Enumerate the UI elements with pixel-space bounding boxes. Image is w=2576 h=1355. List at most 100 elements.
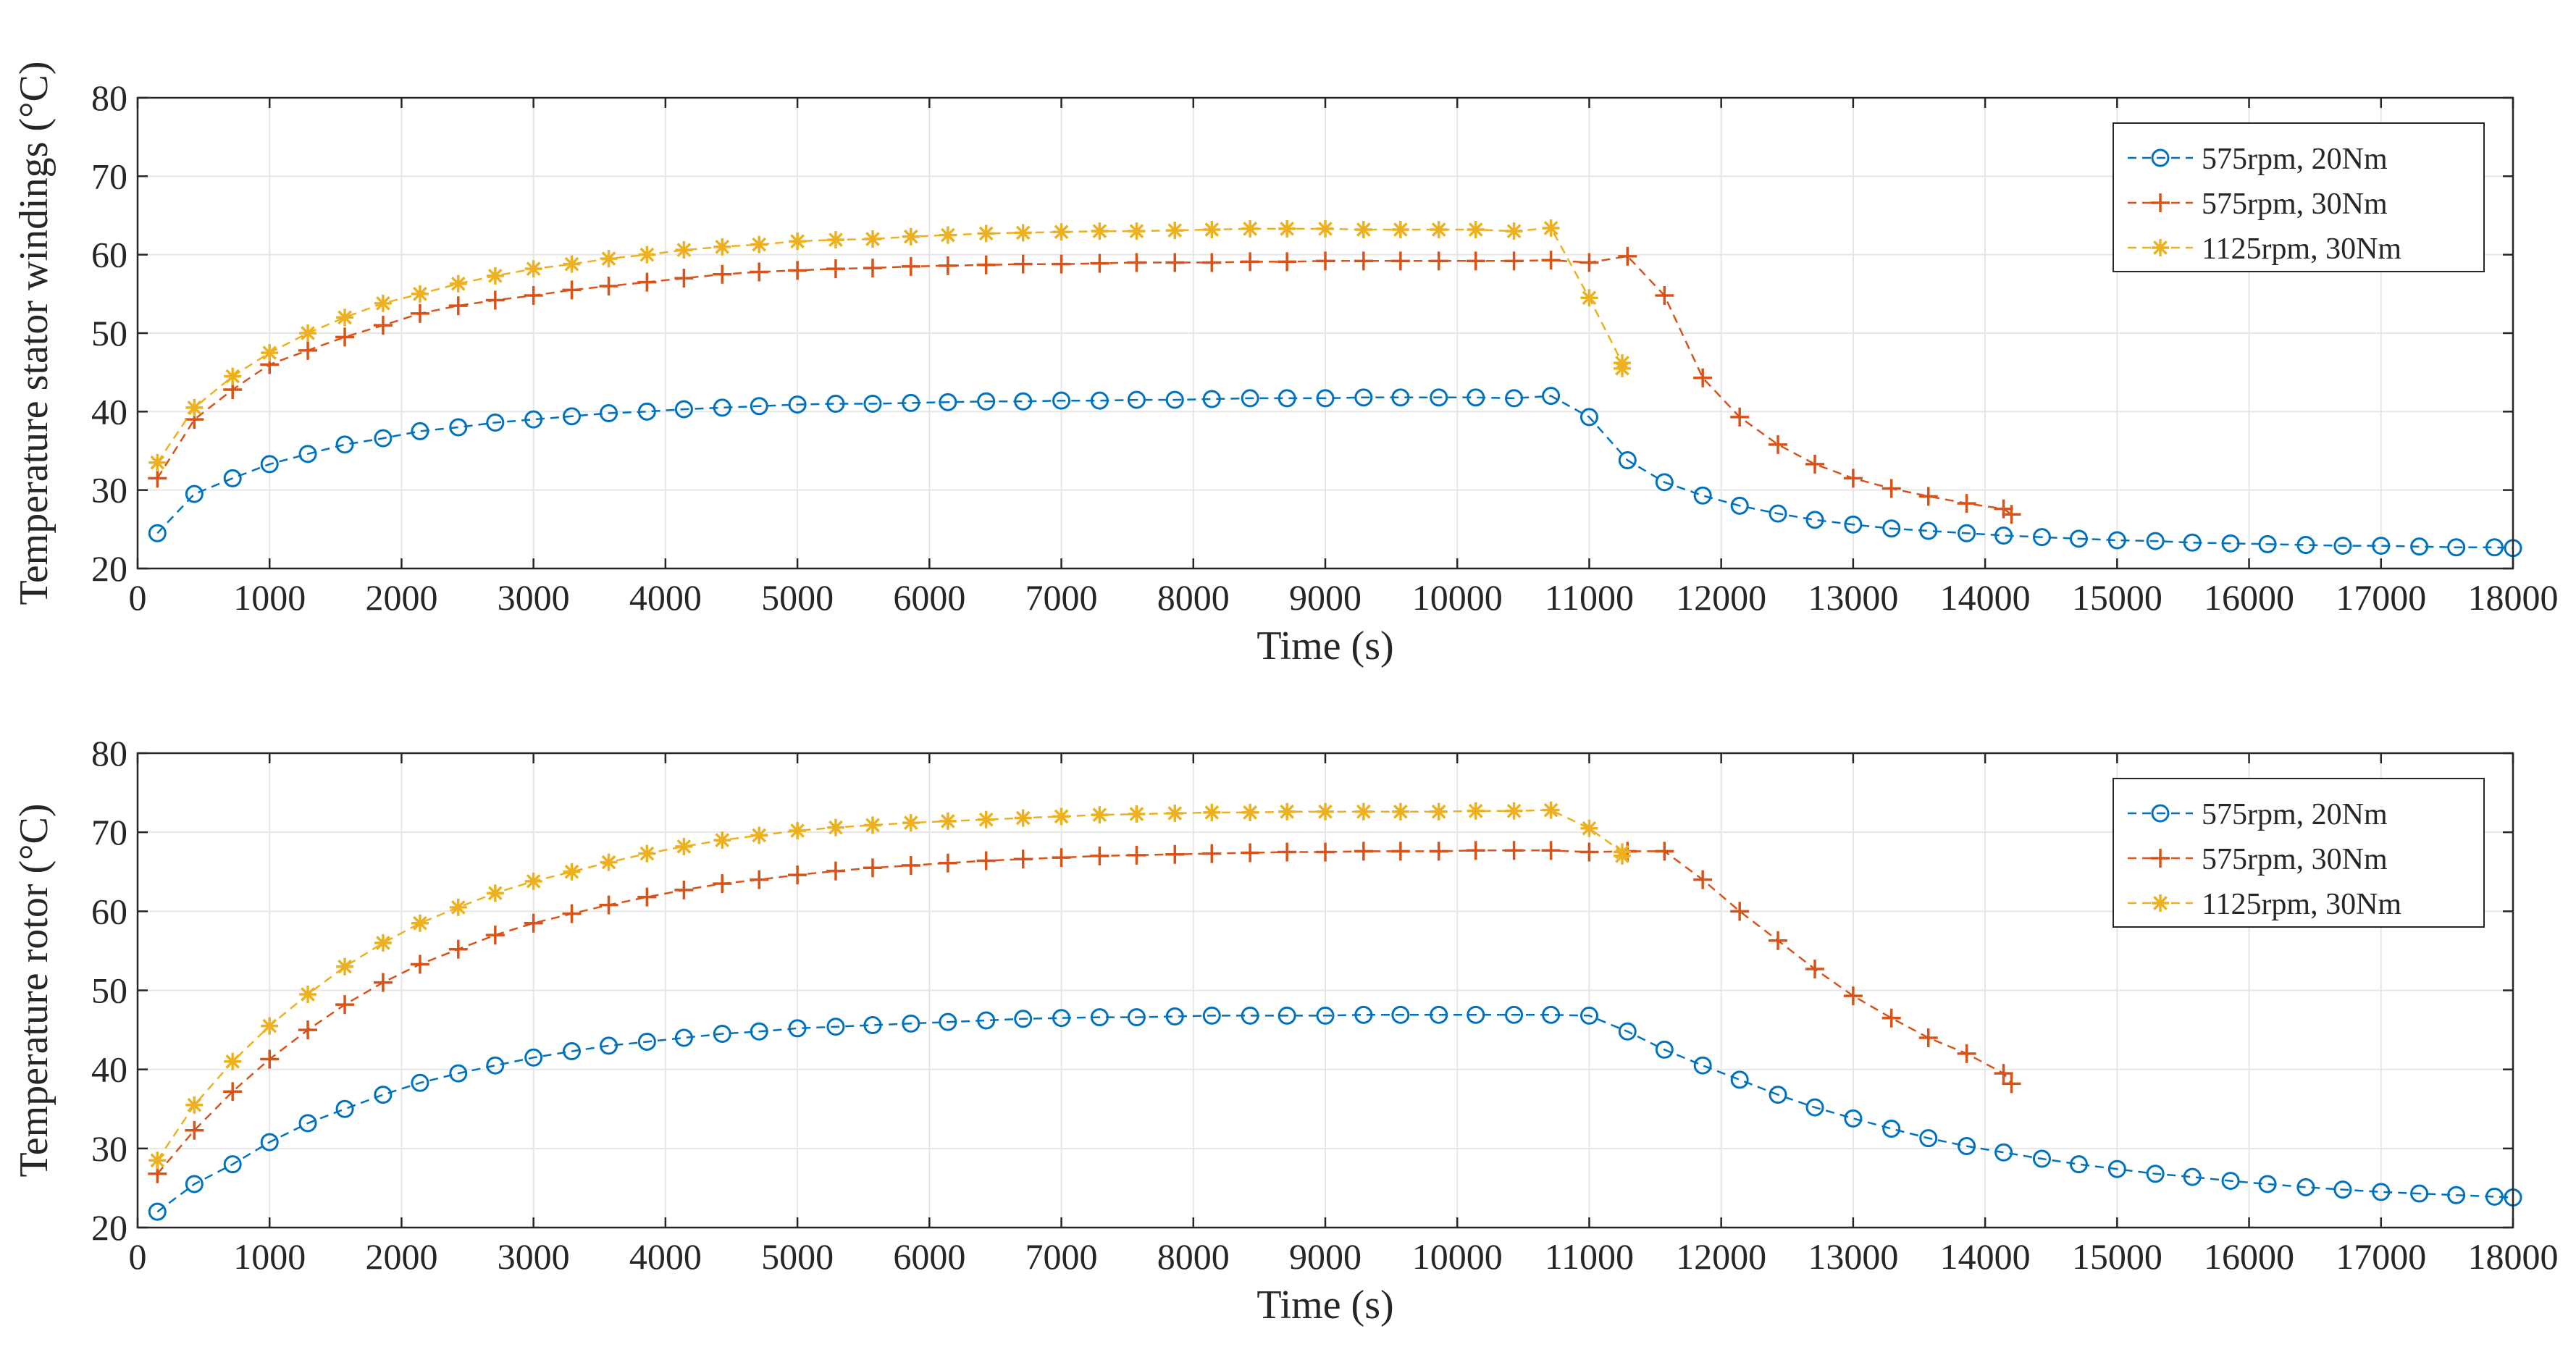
data-point [750, 235, 768, 253]
data-point [599, 895, 618, 915]
data-point [1277, 389, 1296, 408]
data-point [826, 861, 845, 881]
data-point [713, 874, 732, 894]
data-point [1918, 487, 1938, 506]
x-tick-label: 7000 [1025, 1236, 1098, 1277]
axes-box [136, 96, 2514, 570]
data-point [1430, 221, 1448, 238]
data-point [637, 1032, 656, 1051]
data-point [1165, 1007, 1184, 1026]
data-point [1127, 253, 1146, 272]
x-axis: 0 1000 2000 3000 4000 5000 6000 7000 8000 9000 100… [129, 98, 2559, 618]
data-point [1241, 1006, 1259, 1025]
data-point [524, 1048, 543, 1067]
data-point [1165, 390, 1184, 409]
data-point [976, 255, 996, 274]
y-tick-label: 30 [91, 470, 127, 511]
x-tick-label: 7000 [1025, 577, 1098, 618]
data-point [1805, 511, 1824, 529]
data-point [185, 1120, 204, 1140]
x-axis-label: Time (s) [1256, 624, 1393, 668]
data-point [1542, 387, 1561, 406]
data-point [373, 316, 393, 335]
data-point [298, 1020, 318, 1040]
series-1125rpm-30nm [148, 801, 1631, 1170]
data-point [2447, 1186, 2466, 1204]
y-tick-label: 80 [91, 733, 127, 773]
x-tick-label: 9000 [1289, 1236, 1362, 1277]
data-point [1958, 524, 1976, 542]
data-point [1542, 219, 1560, 237]
data-point [1655, 842, 1674, 861]
data-point [902, 814, 920, 832]
data-point [750, 870, 769, 889]
data-point [2107, 1159, 2126, 1178]
data-point [260, 1133, 279, 1151]
data-point [1918, 1028, 1938, 1047]
data-point [2258, 1175, 2277, 1194]
data-point [977, 1011, 996, 1030]
data-point [448, 939, 468, 959]
data-point [1128, 805, 1146, 823]
data-point [1769, 435, 1788, 454]
data-point [1805, 960, 1825, 979]
x-tick-label: 3000 [498, 577, 570, 618]
data-point [1203, 221, 1221, 238]
data-point [1091, 806, 1109, 824]
data-point [1391, 802, 1409, 821]
data-point [674, 880, 694, 899]
data-point [335, 327, 355, 347]
x-tick-label: 15000 [2072, 577, 2162, 618]
data-point [901, 256, 920, 276]
data-point [674, 269, 694, 288]
series-1125rpm-30nm [148, 219, 1631, 471]
y-tick-label: 30 [91, 1128, 127, 1169]
data-point [1165, 844, 1185, 864]
legend-marker [2152, 239, 2169, 256]
data-point [1166, 804, 1184, 822]
data-point [1354, 388, 1373, 407]
data-point [1614, 359, 1631, 377]
data-point [902, 393, 920, 412]
data-point [938, 853, 957, 873]
data-point [1316, 1006, 1335, 1025]
data-point [713, 1025, 731, 1044]
data-point [185, 484, 204, 503]
data-point [2183, 533, 2202, 552]
data-point [1241, 219, 1259, 238]
data-point [675, 837, 693, 855]
data-point [1542, 1005, 1561, 1024]
x-tick-label: 2000 [365, 1236, 437, 1277]
data-point [223, 469, 242, 487]
x-tick-label: 16000 [2204, 577, 2294, 618]
data-point [298, 1114, 317, 1133]
data-point [298, 445, 317, 463]
data-point [374, 1086, 393, 1104]
data-point [1467, 802, 1485, 820]
data-point [524, 410, 543, 429]
x-tick-label: 5000 [761, 577, 834, 618]
data-point [1202, 253, 1222, 272]
data-point [863, 259, 882, 278]
data-point [224, 1052, 242, 1070]
series-line [156, 395, 2514, 550]
legend-label: 575rpm, 30Nm [2202, 188, 2388, 221]
x-tick-label: 1000 [233, 1236, 306, 1277]
data-point [1090, 846, 1109, 865]
data-point [2485, 1187, 2504, 1206]
x-axis: 0 1000 2000 3000 4000 5000 6000 7000 8000 9000 100… [129, 753, 2559, 1277]
y-tick-label: 80 [91, 77, 127, 118]
y-axis: 20 30 40 50 60 70 80 [91, 733, 2513, 1248]
data-point [1317, 219, 1334, 238]
data-point [1014, 1010, 1033, 1028]
data-point [977, 225, 995, 243]
data-point [1693, 368, 1713, 387]
data-point [826, 259, 845, 279]
data-point [1505, 389, 1524, 408]
data-point [562, 904, 582, 923]
legend-label: 575rpm, 30Nm [2202, 843, 2388, 876]
data-point [1466, 251, 1485, 271]
data-point [637, 272, 657, 292]
axes-box [136, 752, 2514, 1229]
data-point [1429, 251, 1448, 271]
